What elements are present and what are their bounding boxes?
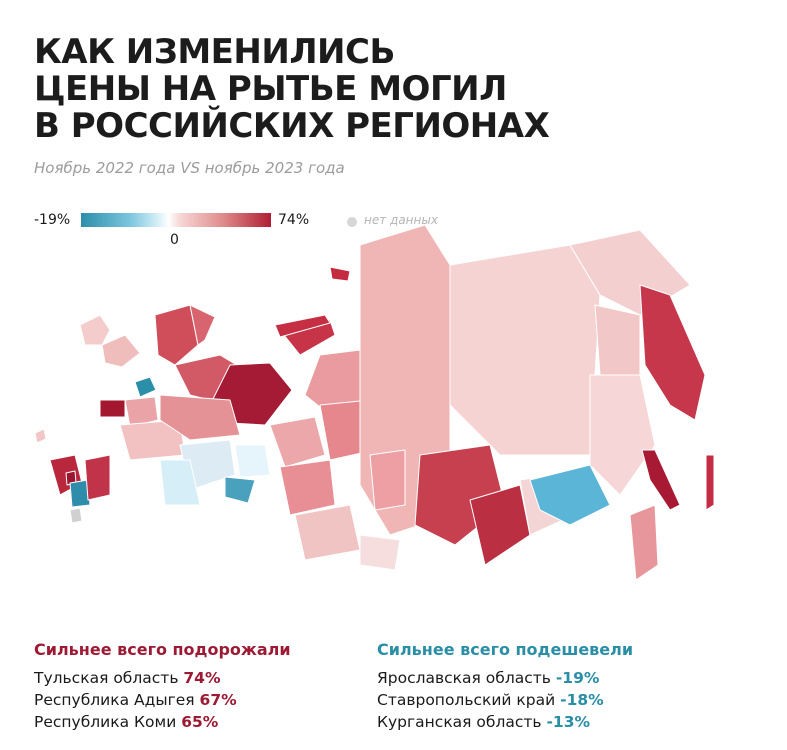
region-value: 67% <box>199 691 237 709</box>
color-legend: -19% 0 74% нет данных <box>34 210 464 250</box>
region-kurgan <box>224 476 256 504</box>
title-line-3: В РОССИЙСКИХ РЕГИОНАХ <box>34 106 550 146</box>
region-value: -19% <box>555 669 600 687</box>
region-magadan <box>594 304 641 376</box>
region-value: 74% <box>183 669 221 687</box>
region-lower-volga <box>159 459 201 506</box>
region-name: Курганская область <box>377 713 542 731</box>
region-value: 65% <box>181 713 219 731</box>
region-rostov <box>84 454 111 501</box>
region-murmansk <box>189 304 216 346</box>
region-novaya-zemlya <box>274 314 331 338</box>
legend-max-label: 74% <box>278 212 310 228</box>
region-khabarovsk <box>589 374 656 496</box>
region-sakhalin <box>641 449 681 511</box>
legend-nodata-label: нет данных <box>364 213 438 227</box>
region-orenburg <box>234 444 271 478</box>
region-karelia <box>154 304 199 366</box>
region-northwest <box>79 314 111 346</box>
region-dagestan <box>69 507 83 524</box>
page-title: КАК ИЗМЕНИЛИСЬ ЦЕНЫ НА РЫТЬЕ МОГИЛ В РОС… <box>34 32 550 146</box>
region-yaroslavl <box>134 376 157 398</box>
region-omsk <box>294 504 361 561</box>
region-sverdlovsk <box>269 416 326 468</box>
region-amur <box>529 464 611 526</box>
region-buryatia <box>469 484 531 566</box>
title-line-2: ЦЕНЫ НА РЫТЬЕ МОГИЛ <box>34 69 507 109</box>
subtitle: Ноябрь 2022 года VS ноябрь 2023 года <box>34 159 345 177</box>
region-tula <box>99 399 126 418</box>
region-kuriles <box>705 454 715 511</box>
legend-min-label: -19% <box>34 212 71 228</box>
region-primorye <box>629 504 659 581</box>
legend-gradient-bar <box>81 213 271 227</box>
top-increase-heading: Сильнее всего подорожали <box>34 640 291 659</box>
region-tomsk <box>369 449 406 511</box>
list-item: Республика Адыгея 67% <box>34 689 394 711</box>
top-decrease-list: Сильнее всего подешевели Ярославская обл… <box>377 640 737 733</box>
region-value: -18% <box>560 691 604 709</box>
list-item: Ярославская область -19% <box>377 667 737 689</box>
region-altai <box>359 534 401 571</box>
russia-regions-map <box>34 224 715 581</box>
region-yakutia <box>449 244 601 456</box>
region-kaliningrad <box>34 428 47 444</box>
region-name: Республика Коми <box>34 713 177 731</box>
region-name: Тульская область <box>34 669 179 687</box>
list-item: Ставропольский край -18% <box>377 689 737 711</box>
region-franz-josef <box>329 266 351 282</box>
list-item: Тульская область 74% <box>34 667 394 689</box>
region-name: Ставропольский край <box>377 691 556 709</box>
region-value: -13% <box>546 713 591 731</box>
region-volga <box>159 394 241 441</box>
region-leningrad <box>101 334 141 368</box>
region-stavropol <box>69 479 91 508</box>
legend-zero-label: 0 <box>170 232 179 248</box>
region-name: Ярославская область <box>377 669 551 687</box>
region-tyumen-south <box>279 459 336 516</box>
top-decrease-heading: Сильнее всего подешевели <box>377 640 634 659</box>
list-item: Курганская область -13% <box>377 711 737 733</box>
list-item: Республика Коми 65% <box>34 711 394 733</box>
title-line-1: КАК ИЗМЕНИЛИСЬ <box>34 32 395 72</box>
region-moscow <box>124 396 159 428</box>
region-name: Республика Адыгея <box>34 691 195 709</box>
region-kamchatka <box>639 284 706 421</box>
legend-nodata-swatch <box>347 217 357 227</box>
top-increase-list: Сильнее всего подорожали Тульская област… <box>34 640 394 733</box>
